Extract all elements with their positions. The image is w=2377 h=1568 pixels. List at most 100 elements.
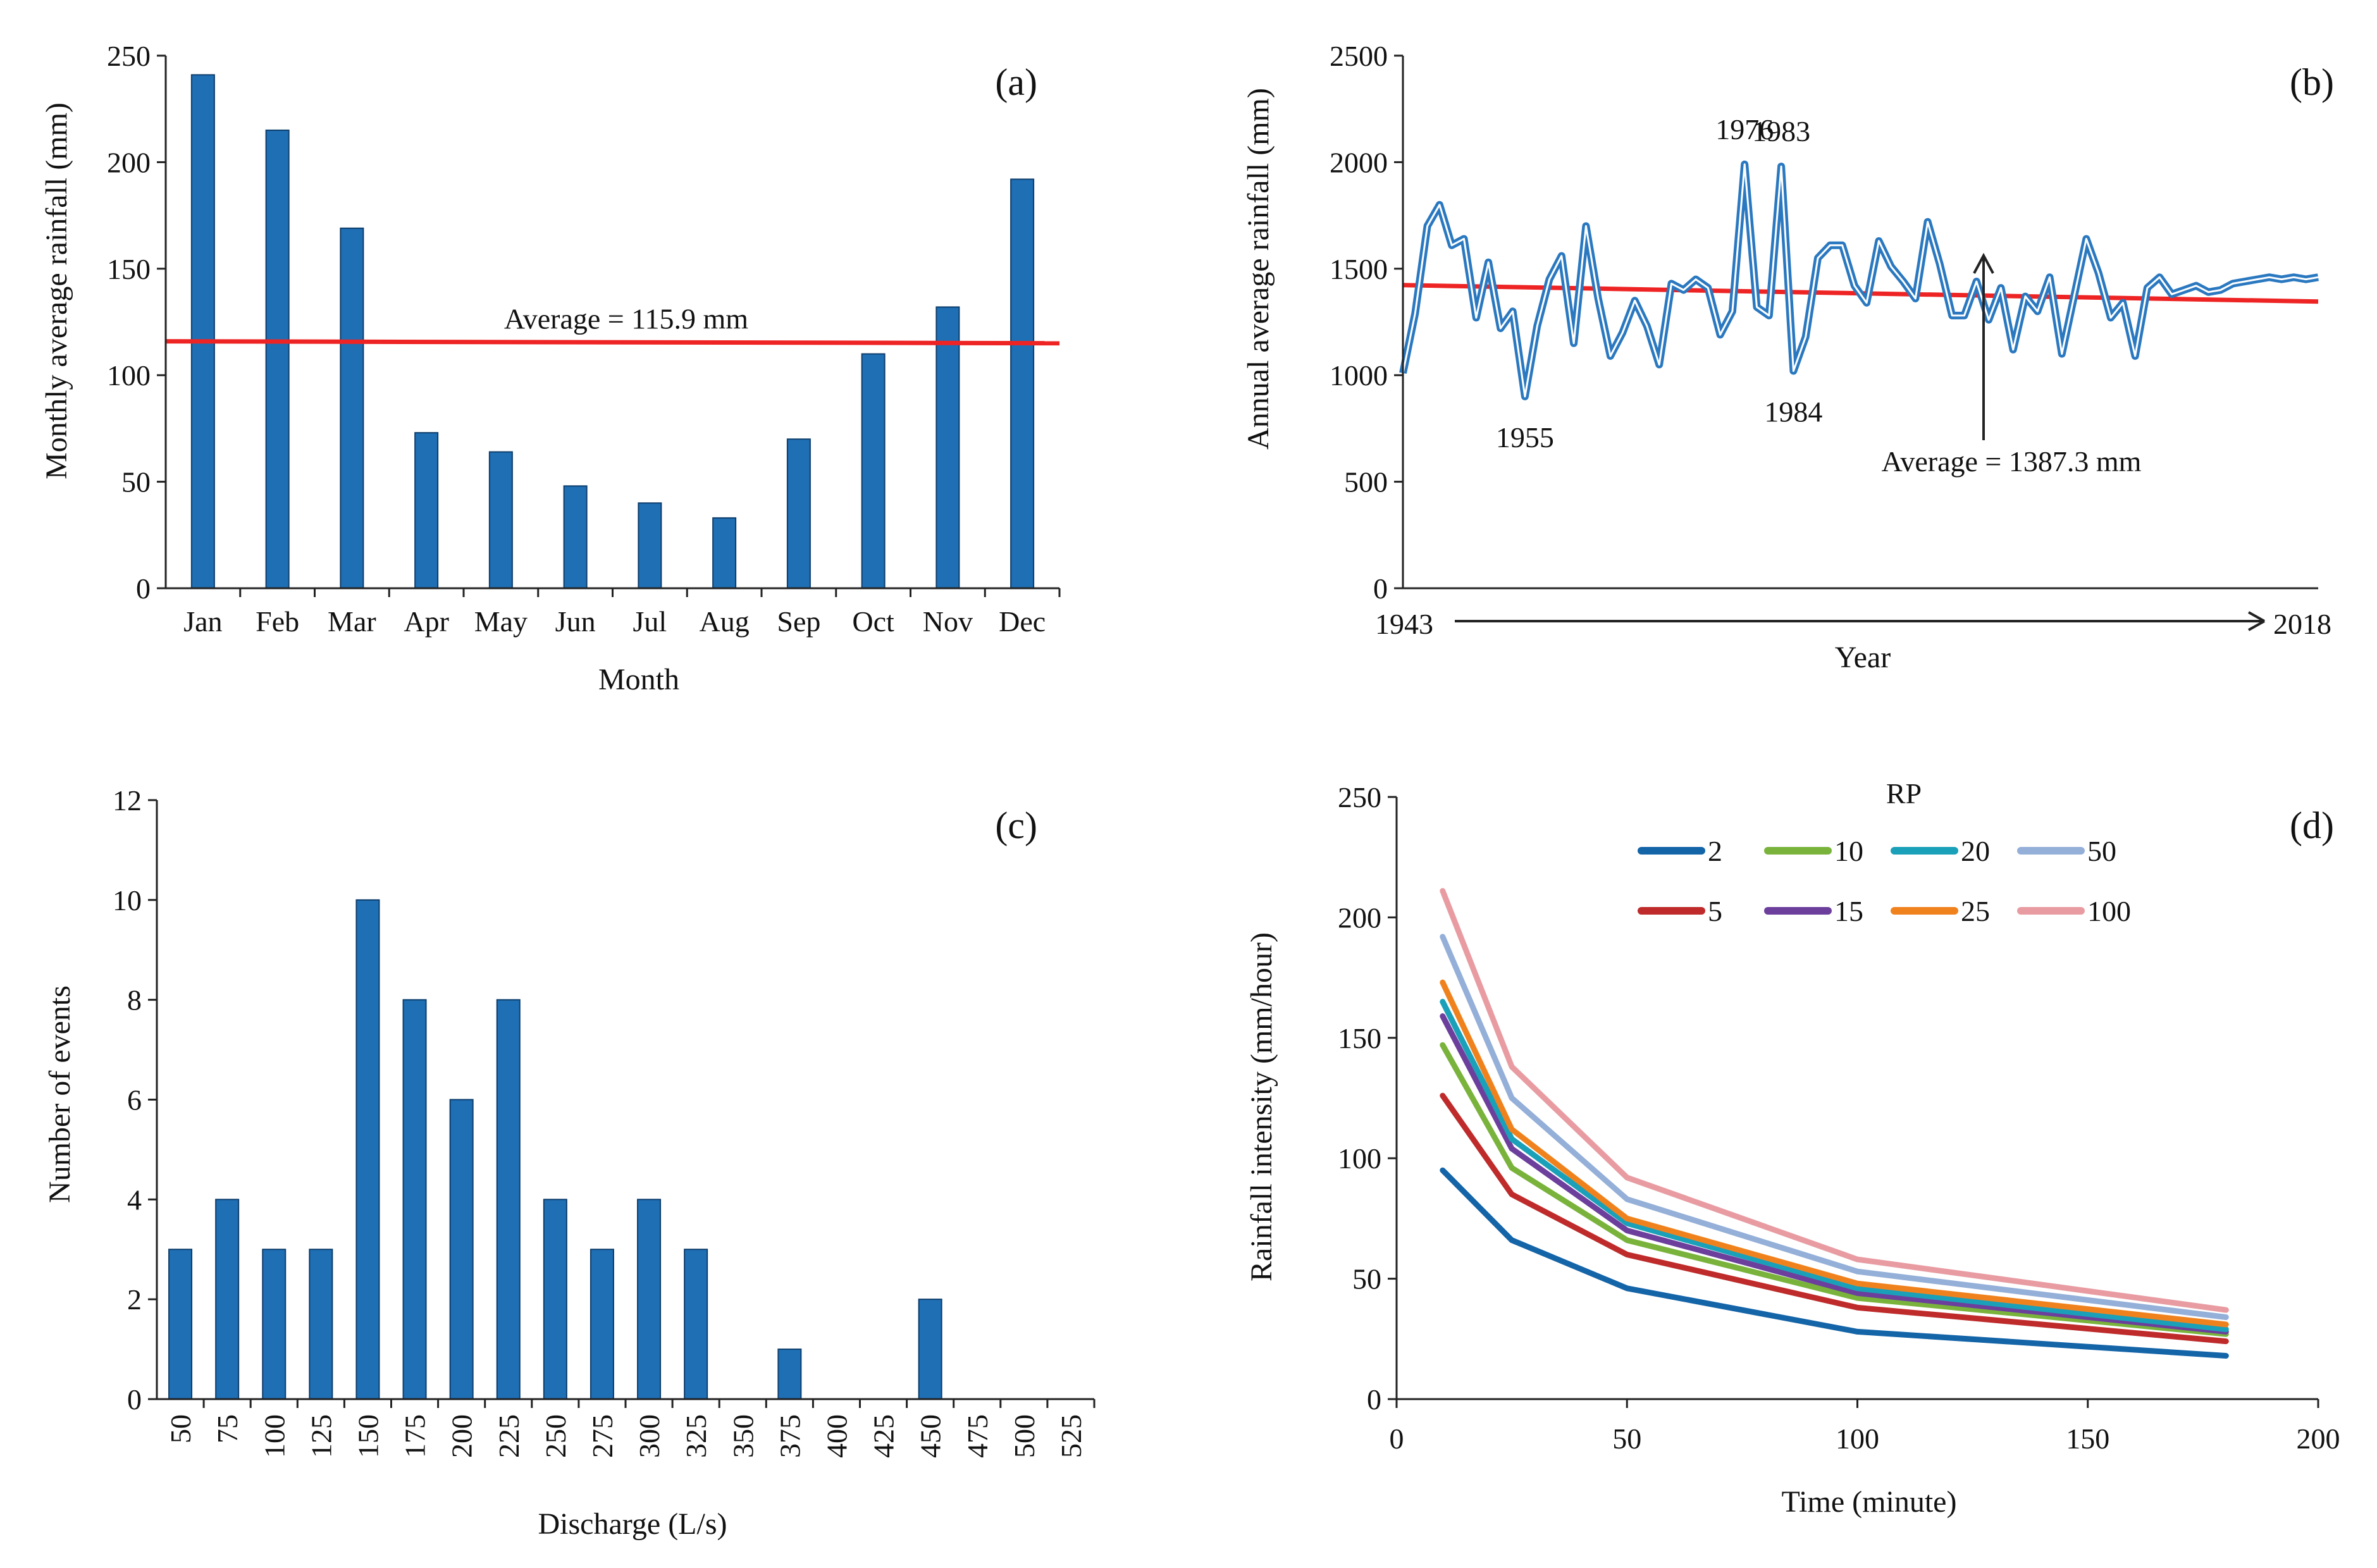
panel-c-x-tick-label: 175 bbox=[399, 1414, 431, 1458]
panel-d-idf-curves-chart: 0 50 100 150 200 250 0 50 100 150 200 RP 2 10 20 50 5 1… bbox=[1245, 777, 2340, 1519]
panel-b-average-arrowhead bbox=[1973, 252, 1994, 274]
panel-b-rainfall-line-highlight bbox=[1402, 163, 2319, 398]
panel-a-bar bbox=[861, 353, 886, 590]
panel-d-curve-rp-50 bbox=[1440, 934, 2229, 1320]
panel-c-y-tick-label: 0 bbox=[127, 1383, 142, 1416]
panel-b-y-axis-ticks: 0 500 1000 1500 2000 2500 bbox=[1330, 40, 1403, 605]
panel-c-y-tick-label: 12 bbox=[113, 784, 142, 817]
panel-a-x-tick-label: Sep bbox=[777, 605, 820, 638]
panel-a-y-tick-label: 0 bbox=[136, 572, 151, 605]
panel-c-x-tick-label: 250 bbox=[540, 1414, 572, 1458]
panel-c-x-tick-label: 300 bbox=[633, 1414, 665, 1458]
panel-c-bar bbox=[215, 1199, 240, 1400]
panel-a-bar bbox=[265, 129, 290, 589]
panel-c-x-tick-label: 225 bbox=[493, 1414, 525, 1458]
panel-c-x-tick-label: 100 bbox=[258, 1414, 290, 1458]
panel-b-annotation-label: 1984 bbox=[1764, 395, 1822, 428]
panel-c-x-tick-label: 75 bbox=[211, 1414, 244, 1443]
panel-d-legend-label: 100 bbox=[2087, 895, 2131, 927]
panel-d-y-tick-label: 200 bbox=[1338, 901, 1381, 934]
panel-b-x-end-label: 2018 bbox=[2273, 608, 2331, 640]
panel-a-bar bbox=[638, 502, 662, 590]
panel-a-x-tick-label: Jul bbox=[633, 605, 667, 638]
panel-d-x-tick-label: 150 bbox=[2066, 1423, 2109, 1455]
panel-c-x-tick-label: 325 bbox=[680, 1414, 712, 1458]
panel-c-y-tick-label: 4 bbox=[127, 1183, 142, 1216]
panel-b-rainfall-line bbox=[1399, 160, 2319, 400]
panel-c-bar bbox=[637, 1199, 662, 1400]
panel-b-annotation-label: 1976 bbox=[1715, 113, 1774, 145]
panel-d-curve-rp-2 bbox=[1440, 1167, 2229, 1359]
panel-a-bar bbox=[414, 432, 439, 589]
panel-c-bar bbox=[590, 1249, 614, 1400]
panel-d-curve-rp-10 bbox=[1440, 1042, 2229, 1337]
panel-c-bar bbox=[309, 1249, 333, 1400]
panel-b-y-tick-label: 1000 bbox=[1330, 359, 1388, 392]
panel-c-bar bbox=[168, 1249, 193, 1400]
panel-c-y-tick-label: 6 bbox=[127, 1084, 142, 1116]
panel-a-bar bbox=[1010, 178, 1035, 589]
panel-b-x-start-label: 1943 bbox=[1375, 608, 1433, 640]
panel-d-y-tick-label: 100 bbox=[1338, 1142, 1381, 1175]
panel-d-legend-label: 50 bbox=[2087, 835, 2116, 867]
panel-d-y-tick-label: 0 bbox=[1367, 1383, 1381, 1416]
panel-a-bars bbox=[190, 74, 1035, 590]
panel-b-y-tick-label: 2500 bbox=[1330, 40, 1388, 72]
panel-a-x-tick-label: Jun bbox=[555, 605, 596, 638]
panel-b-y-tick-label: 1500 bbox=[1330, 253, 1388, 285]
panel-a-bar bbox=[712, 517, 737, 590]
panel-c-x-tick-label: 525 bbox=[1055, 1414, 1087, 1458]
panel-a-x-tick-label: Dec bbox=[999, 605, 1046, 638]
panel-c-bars bbox=[168, 899, 942, 1400]
panel-c-x-tick-label: 200 bbox=[446, 1414, 478, 1458]
panel-b-x-axis-title: Year bbox=[1835, 641, 1891, 674]
panel-a-x-tick-label: Jan bbox=[183, 605, 222, 638]
panel-c-x-tick-label: 150 bbox=[352, 1414, 384, 1458]
panel-d-legend-label: 5 bbox=[1708, 895, 1722, 927]
panel-b-average-label: Average = 1387.3 mm bbox=[1882, 445, 2142, 478]
panel-b-y-tick-label: 0 bbox=[1373, 572, 1388, 605]
panel-a-average-line bbox=[165, 339, 1060, 346]
panel-d-legend-label: 20 bbox=[1961, 835, 1990, 867]
panel-d-legend: RP 2 10 20 50 5 15 25 100 bbox=[1638, 777, 2131, 927]
panel-c-bar bbox=[355, 899, 380, 1400]
panel-b-y-axis-title: Annual average rainfall (mm) bbox=[1242, 88, 1275, 450]
panel-c-bar bbox=[496, 999, 521, 1400]
panel-c-x-tick-label: 425 bbox=[868, 1414, 900, 1458]
panel-a-x-tick-label: Mar bbox=[328, 605, 376, 638]
panel-c-y-tick-label: 2 bbox=[127, 1283, 142, 1316]
panel-d-curve-rp-15 bbox=[1440, 1013, 2229, 1335]
panel-d-x-axis-title: Time (minute) bbox=[1782, 1485, 1957, 1519]
panel-a-average-label: Average = 115.9 mm bbox=[504, 303, 748, 335]
panel-d-x-tick-label: 200 bbox=[2297, 1423, 2340, 1455]
panel-a-x-tick-label: Nov bbox=[923, 605, 973, 638]
panel-c-x-tick-label: 400 bbox=[820, 1414, 853, 1458]
panel-b-label: (b) bbox=[2290, 61, 2334, 103]
panel-c-bar bbox=[777, 1349, 802, 1400]
panel-c-x-tick-label: 275 bbox=[586, 1414, 619, 1458]
panel-c-bar bbox=[918, 1299, 942, 1400]
panel-d-curve-rp-20 bbox=[1440, 999, 2229, 1333]
panel-c-x-tick-label: 475 bbox=[961, 1414, 994, 1458]
panel-c-x-tick-label: 450 bbox=[915, 1414, 947, 1458]
panel-a-bar bbox=[935, 306, 960, 589]
panel-c-x-axis-title: Discharge (L/s) bbox=[538, 1507, 727, 1541]
panel-d-legend-label: 25 bbox=[1961, 895, 1990, 927]
panel-a-x-axis-title: Month bbox=[598, 663, 679, 696]
panel-a-label: (a) bbox=[995, 61, 1037, 103]
panel-c-bar bbox=[449, 1099, 474, 1400]
panel-c-x-tick-label: 50 bbox=[164, 1414, 197, 1443]
panel-a-x-tick-label: Aug bbox=[700, 605, 750, 638]
panel-c-bar bbox=[402, 999, 427, 1400]
panel-a-bar bbox=[786, 438, 811, 589]
panel-a-y-tick-label: 250 bbox=[107, 40, 151, 72]
panel-a-y-tick-label: 200 bbox=[107, 146, 151, 178]
panel-c-x-tick-label: 375 bbox=[774, 1414, 806, 1458]
panel-c-x-tick-labels: 50 75 100 125 150 175 200 225 250 275 300 325 350 375… bbox=[164, 1399, 1096, 1458]
panel-a-x-tick-label: May bbox=[474, 605, 528, 638]
panel-d-label: (d) bbox=[2290, 805, 2334, 846]
